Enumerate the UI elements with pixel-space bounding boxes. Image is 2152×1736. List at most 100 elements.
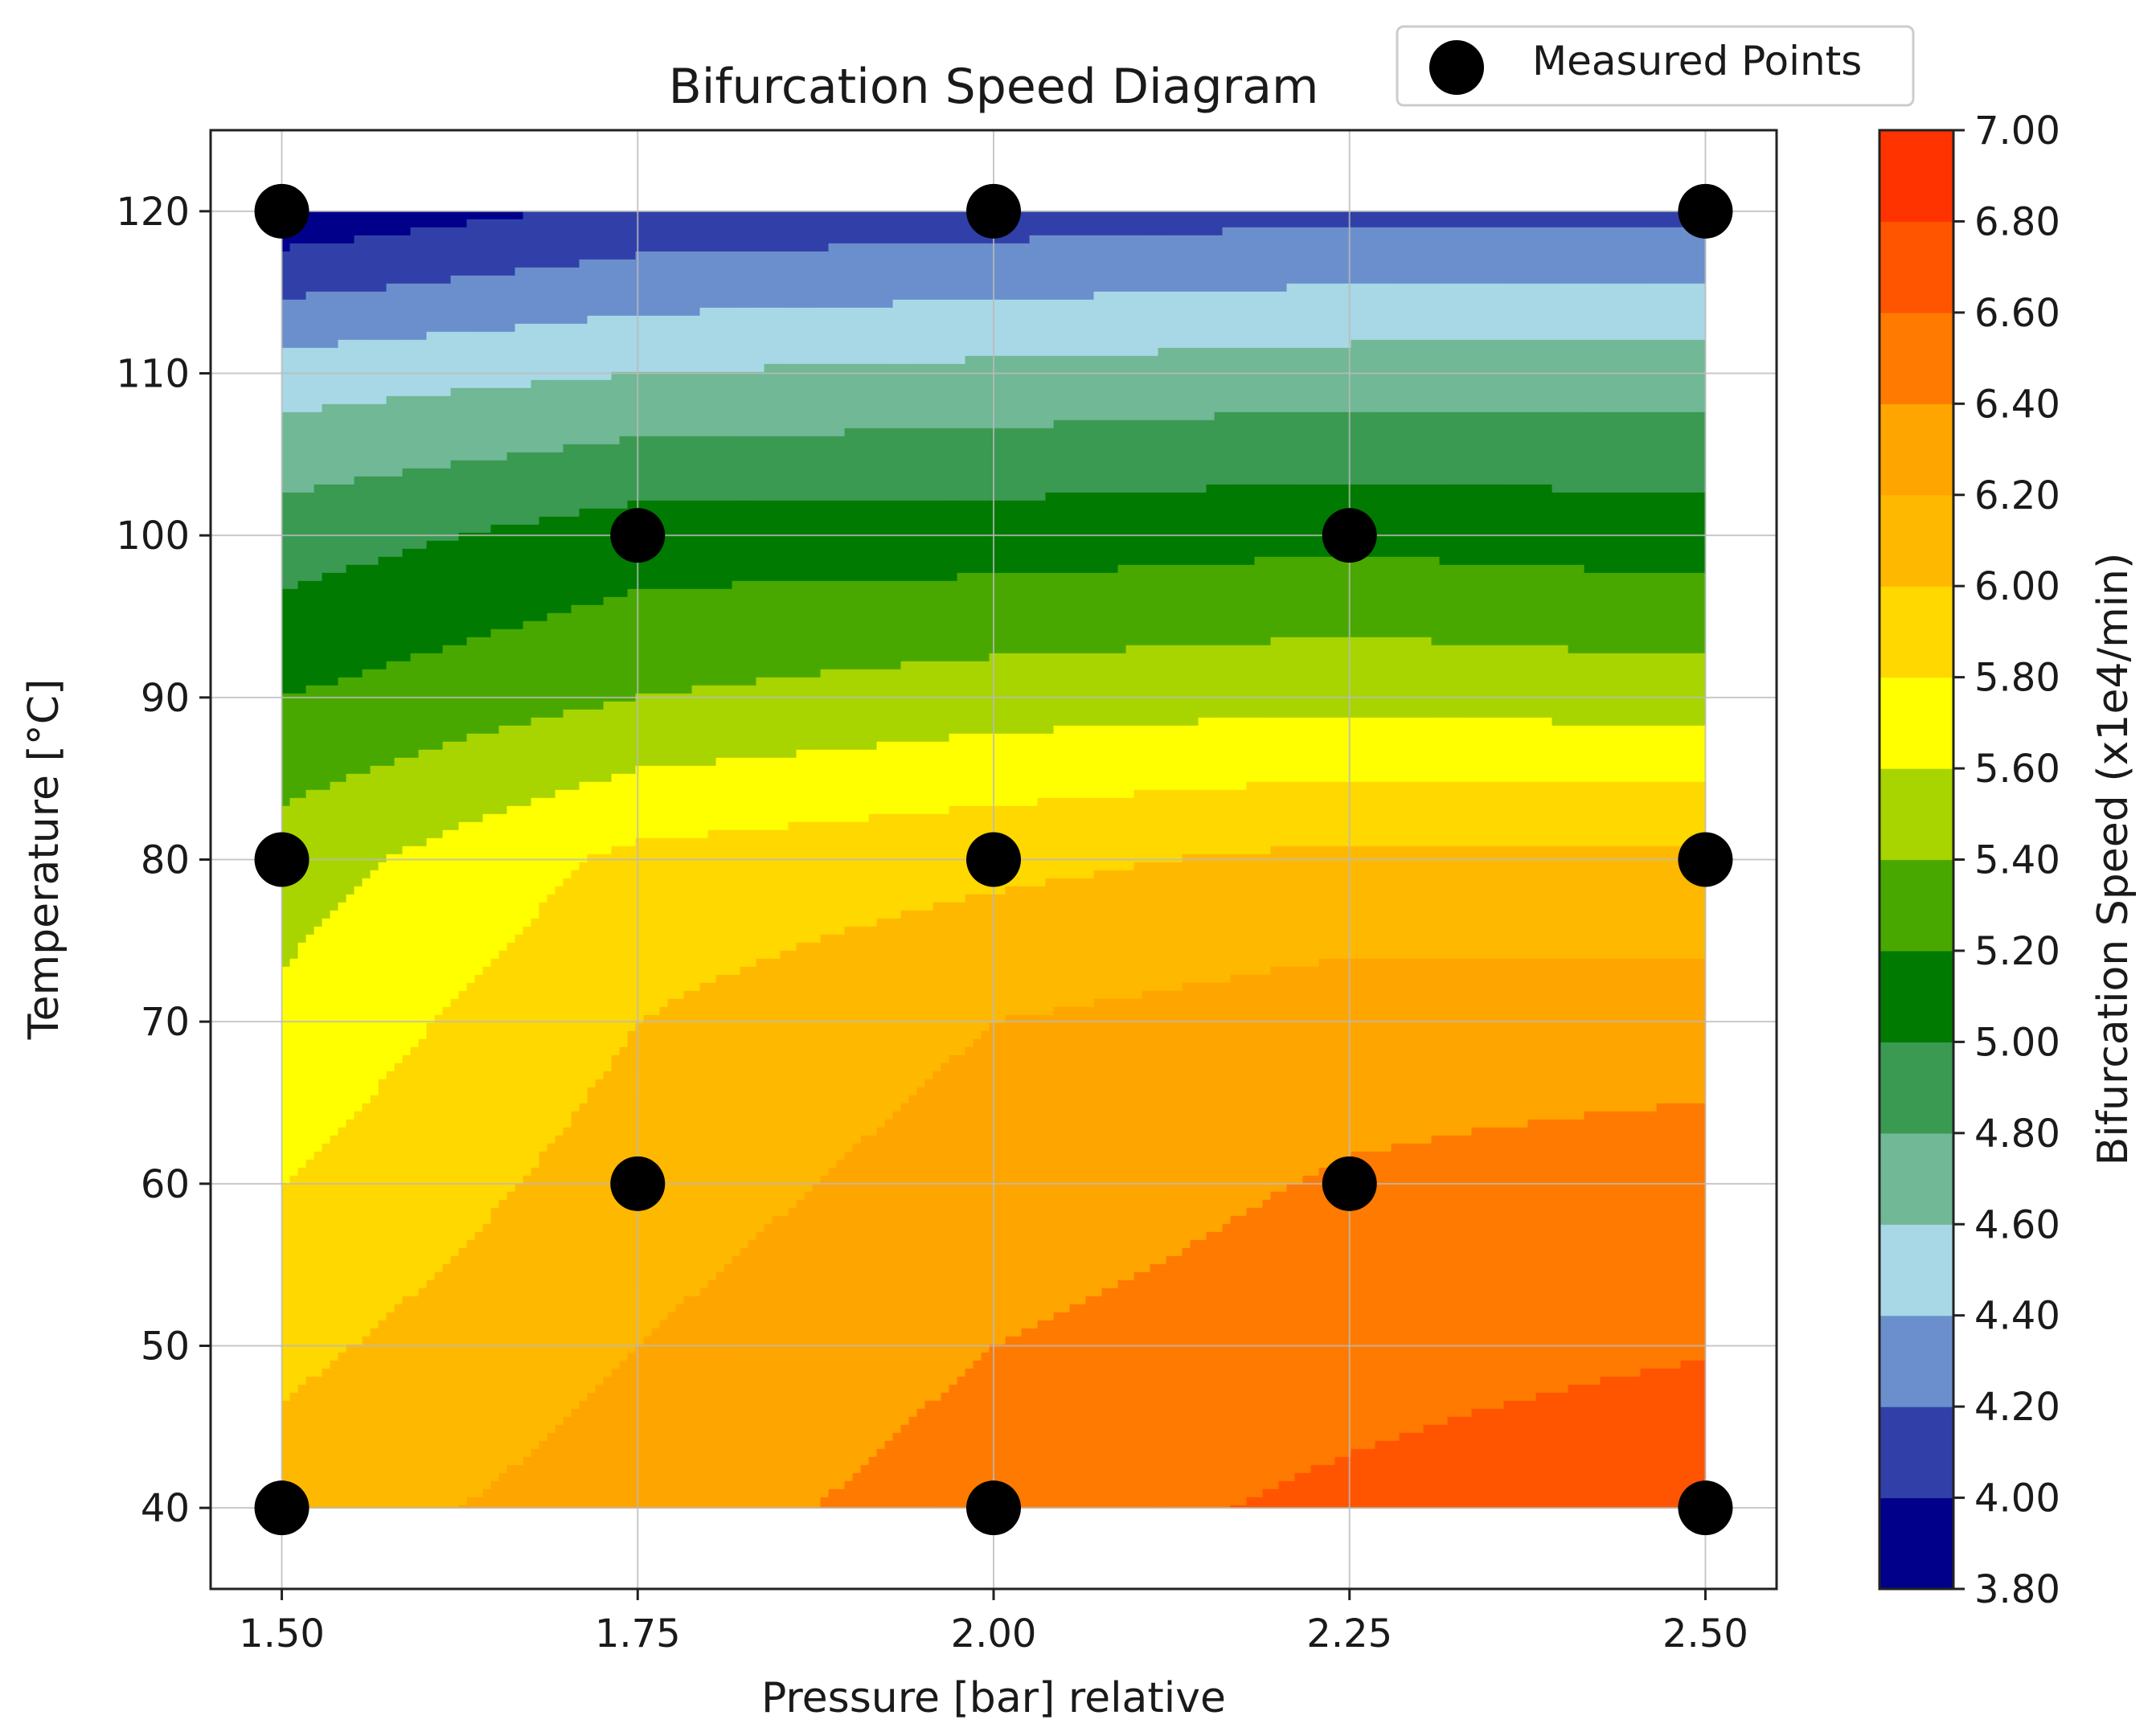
contour-cell	[676, 252, 685, 260]
contour-cell	[1552, 260, 1561, 268]
contour-cell	[1584, 284, 1593, 293]
contour-cell	[1094, 268, 1103, 276]
contour-cell	[941, 260, 950, 268]
contour-cell	[1054, 268, 1063, 276]
contour-cell	[1560, 260, 1569, 268]
contour-cell	[636, 244, 645, 252]
contour-cell	[845, 227, 854, 236]
contour-cell	[507, 235, 516, 244]
contour-cell	[1191, 235, 1199, 244]
contour-cell	[1303, 252, 1312, 260]
contour-cell	[1174, 235, 1183, 244]
contour-cell	[580, 252, 588, 260]
contour-cell	[1223, 244, 1232, 252]
contour-cell	[1424, 211, 1433, 220]
contour-cell	[1416, 268, 1424, 276]
contour-cell	[515, 284, 524, 293]
contour-cell	[1134, 211, 1143, 220]
contour-cell	[813, 276, 822, 285]
contour-cell	[515, 276, 524, 285]
contour-cell	[1311, 260, 1320, 268]
contour-cell	[555, 219, 564, 228]
contour-cell	[925, 260, 934, 268]
contour-cell	[1247, 284, 1256, 293]
contour-cell	[1199, 252, 1207, 260]
contour-cell	[1375, 227, 1384, 236]
contour-cell	[1496, 260, 1505, 268]
contour-cell	[1520, 276, 1529, 285]
contour-cell	[1536, 219, 1545, 228]
contour-cell	[1480, 276, 1489, 285]
contour-cell	[1126, 219, 1135, 228]
contour-cell	[1303, 260, 1312, 268]
contour-cell	[1657, 268, 1666, 276]
contour-cell	[1504, 260, 1513, 268]
contour-cell	[1488, 260, 1497, 268]
contour-cell	[604, 211, 613, 220]
contour-cell	[435, 284, 444, 293]
contour-cell	[596, 252, 605, 260]
contour-cell	[475, 219, 484, 228]
contour-cell	[941, 252, 950, 260]
contour-cell	[821, 211, 830, 220]
contour-cell	[1472, 276, 1481, 285]
contour-cell	[1448, 219, 1457, 228]
contour-cell	[483, 219, 492, 228]
contour-cell	[1006, 268, 1015, 276]
contour-cell	[1207, 211, 1215, 220]
contour-cell	[716, 268, 725, 276]
contour-cell	[1408, 235, 1416, 244]
contour-cell	[941, 276, 950, 285]
contour-cell	[507, 276, 516, 285]
contour-cell	[1673, 244, 1682, 252]
contour-cell	[1359, 211, 1368, 220]
contour-cell	[507, 244, 516, 252]
contour-cell	[805, 284, 814, 293]
contour-cell	[813, 244, 822, 252]
contour-cell	[555, 268, 564, 276]
contour-cell	[1568, 211, 1577, 220]
contour-cell	[507, 292, 516, 301]
contour-cell	[668, 244, 677, 252]
contour-cell	[298, 260, 307, 268]
contour-cell	[1183, 211, 1191, 220]
contour-cell	[1673, 284, 1682, 293]
contour-cell	[1110, 284, 1119, 293]
contour-cell	[1311, 211, 1320, 220]
contour-cell	[869, 244, 878, 252]
contour-cell	[982, 252, 990, 260]
contour-cell	[1046, 235, 1055, 244]
contour-cell	[1609, 276, 1617, 285]
contour-cell	[1070, 219, 1079, 228]
contour-cell	[1231, 235, 1240, 244]
contour-cell	[805, 235, 814, 244]
contour-cell	[1424, 268, 1433, 276]
contour-cell	[700, 284, 709, 293]
contour-cell	[483, 260, 492, 268]
contour-cell	[1601, 211, 1609, 220]
contour-cell	[1359, 260, 1368, 268]
contour-cell	[523, 284, 532, 293]
contour-cell	[1641, 276, 1650, 285]
contour-cell	[684, 244, 693, 252]
contour-cell	[306, 235, 315, 244]
contour-cell	[1191, 276, 1199, 285]
contour-cell	[1078, 276, 1087, 285]
contour-cell	[555, 284, 564, 293]
contour-cell	[1174, 211, 1183, 220]
contour-cell	[547, 252, 556, 260]
contour-cell	[387, 284, 396, 293]
contour-cell	[1657, 276, 1666, 285]
contour-cell	[459, 219, 468, 228]
contour-cell	[1223, 276, 1232, 285]
contour-cell	[290, 284, 299, 293]
contour-cell	[1030, 268, 1039, 276]
contour-cell	[1263, 219, 1272, 228]
contour-cell	[1673, 268, 1682, 276]
contour-cell	[507, 227, 516, 236]
contour-cell	[708, 252, 717, 260]
contour-cell	[1592, 268, 1601, 276]
contour-cell	[1576, 268, 1585, 276]
contour-cell	[1110, 252, 1119, 260]
contour-cell	[1488, 227, 1497, 236]
